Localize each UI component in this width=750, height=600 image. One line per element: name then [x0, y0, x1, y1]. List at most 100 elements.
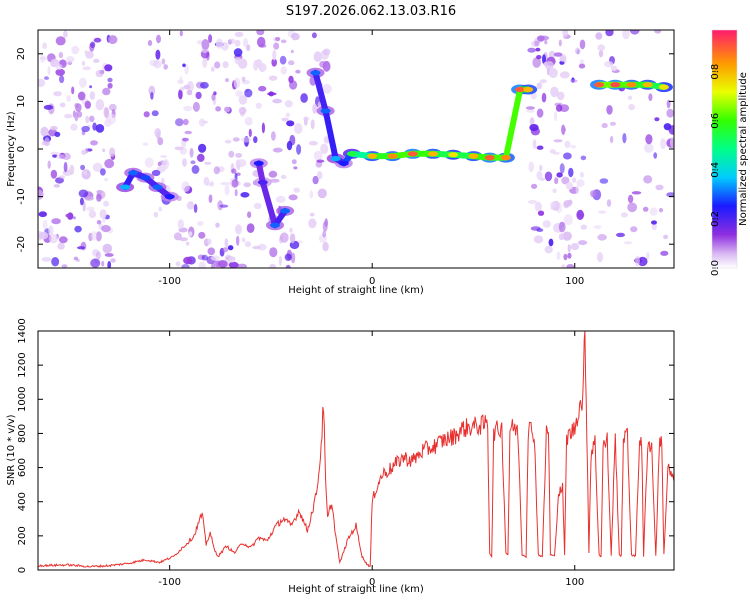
noise-blob [63, 30, 68, 38]
ridge-point [642, 82, 653, 88]
noise-blob [663, 234, 669, 240]
noise-blob [653, 152, 658, 159]
noise-blob [224, 238, 229, 248]
noise-blob [598, 210, 607, 214]
noise-blob [268, 75, 278, 81]
spectrogram-frame [37, 29, 675, 269]
snr-xtick-label: -100 [158, 577, 181, 588]
ridge-point [152, 184, 163, 190]
noise-blob [104, 177, 108, 182]
noise-blob [559, 71, 570, 79]
noise-blob [272, 147, 283, 153]
noise-blob [590, 190, 597, 198]
noise-blob [183, 256, 193, 265]
ridge-segment [312, 69, 329, 114]
noise-blob [316, 171, 323, 180]
noise-blob [537, 35, 545, 42]
noise-blob [596, 252, 604, 263]
noise-blob [563, 214, 573, 226]
noise-blob [88, 210, 97, 219]
noise-blob [291, 159, 297, 165]
noise-blob [269, 263, 276, 268]
noise-blob [548, 238, 554, 247]
noise-blob [233, 48, 243, 57]
noise-blob [552, 188, 557, 194]
noise-blob [572, 177, 577, 183]
ridge-point [448, 152, 459, 158]
ridge-point [128, 170, 139, 176]
noise-blob [308, 218, 317, 229]
ridge-point [610, 82, 621, 88]
noise-blob [646, 252, 650, 260]
noise-blob [533, 235, 544, 244]
noise-blob [529, 124, 539, 132]
noise-blob [231, 168, 237, 174]
noise-blob [235, 224, 242, 235]
noise-blob [95, 231, 102, 242]
ridge-point [140, 175, 151, 181]
spectrogram-ytick-label: -10 [16, 188, 27, 204]
noise-blob [58, 236, 68, 244]
colorbar-label: Normalized spectral amplitude [738, 72, 749, 226]
noise-blob [562, 30, 569, 38]
noise-blob [539, 177, 545, 181]
noise-blob [102, 148, 106, 153]
snr-xtick-label: 0 [369, 577, 375, 588]
noise-blob [100, 168, 106, 176]
noise-blob [289, 227, 293, 233]
noise-blob [663, 123, 672, 131]
noise-blob [228, 150, 235, 158]
noise-blob [109, 147, 116, 157]
noise-blob [193, 203, 198, 213]
snr-ytick-label: 1200 [17, 352, 28, 377]
figure-title: S197.2026.062.13.03.R16 [286, 4, 456, 19]
noise-blob [643, 143, 654, 153]
noise-blob [72, 110, 76, 118]
noise-blob [316, 159, 325, 163]
noise-blob [235, 153, 243, 158]
noise-blob [649, 207, 658, 216]
ridge-point [594, 82, 605, 88]
noise-blob [268, 91, 274, 97]
noise-blob [532, 57, 541, 68]
noise-blob [55, 177, 64, 184]
noise-blob [536, 55, 542, 60]
noise-blob [319, 60, 327, 68]
noise-blob [228, 261, 239, 268]
noise-blob [275, 37, 281, 41]
noise-blob [108, 103, 117, 112]
noise-blob [544, 171, 553, 182]
noise-blob [240, 192, 250, 198]
noise-blob [47, 160, 51, 169]
noise-blob [563, 201, 570, 209]
noise-blob [75, 103, 82, 112]
noise-blob [59, 102, 66, 108]
noise-blob [290, 49, 294, 54]
noise-blob [84, 196, 94, 201]
noise-blob [224, 106, 231, 113]
noise-blob [564, 140, 571, 148]
noise-blob [248, 128, 252, 138]
snr-ytick-label: 800 [17, 424, 28, 443]
noise-blob [655, 184, 664, 191]
noise-blob [84, 50, 88, 55]
noise-blob [253, 202, 262, 210]
noise-blob [179, 237, 188, 242]
noise-blob [273, 42, 280, 50]
noise-blob [198, 143, 207, 153]
noise-blob [102, 216, 106, 223]
noise-blob [535, 47, 541, 52]
noise-blob [79, 197, 84, 206]
noise-blob [597, 234, 607, 241]
ridge-point [346, 151, 357, 157]
snr-ytick-label: 1400 [17, 318, 28, 343]
noise-blob [158, 206, 162, 212]
noise-blob [101, 225, 111, 233]
ridge-segment [322, 107, 339, 162]
noise-blob [195, 91, 202, 100]
noise-blob [548, 50, 556, 59]
noise-blob [312, 175, 319, 185]
colorbar-tick-label: 0.6 [710, 113, 721, 129]
noise-blob [62, 152, 71, 160]
noise-blob [536, 171, 543, 180]
